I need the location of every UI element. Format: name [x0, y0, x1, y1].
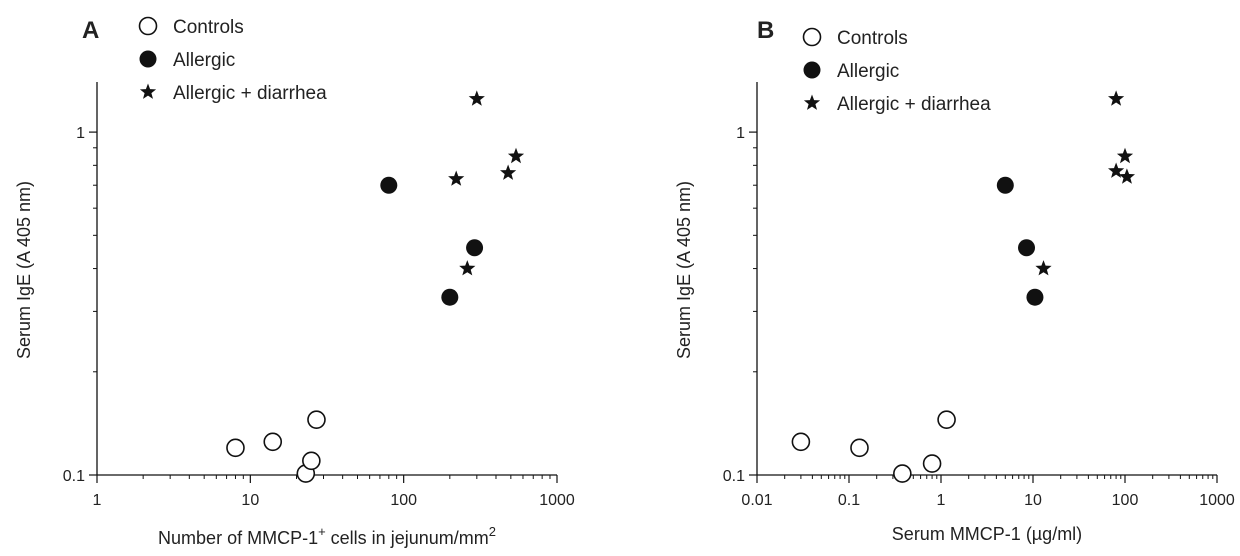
data-point [468, 90, 485, 106]
legend: Controls Allergic Allergic + diarrhea [138, 16, 327, 104]
x-tick-label: 100 [390, 492, 417, 509]
data-point [466, 239, 484, 257]
data-point [226, 438, 245, 458]
legend-marker [803, 94, 821, 110]
data-point [1116, 147, 1134, 164]
data-point [893, 464, 912, 483]
x-axis-label-part: Number of MMCP-1 [158, 528, 318, 548]
data-point [850, 438, 869, 458]
x-axis-label: Number of MMCP-1+ cells in jejunum/mm2 [158, 524, 496, 548]
legend-marker [802, 27, 822, 47]
series-controls [791, 410, 956, 483]
legend-label: Allergic [837, 61, 899, 82]
x-tick-label: 1000 [539, 492, 575, 509]
data-point [1035, 260, 1052, 276]
data-point [1118, 168, 1135, 184]
data-point [791, 432, 811, 452]
x-axis-label-part: + [318, 524, 326, 539]
legend-marker [139, 83, 157, 99]
x-axis-label-part: cells in jejunum/mm [326, 528, 489, 548]
y-axis-label: Serum IgE (A 405 nm) [674, 181, 694, 359]
data-point [507, 147, 525, 164]
data-point [1026, 288, 1044, 306]
panel-label: A [82, 17, 99, 44]
data-point [441, 288, 459, 306]
chart-panel-B: 0.01 0.1 1 10 100 1000 0.1 1 Serum IgE (A 405 nm… [674, 17, 1235, 544]
data-point [937, 410, 956, 429]
series-allergic [996, 176, 1044, 306]
data-point [1108, 162, 1125, 178]
legend-label: Allergic [173, 50, 235, 71]
data-point [1108, 90, 1125, 106]
series-allergic-diarrhea [1035, 90, 1135, 276]
y-axis-label: Serum IgE (A 405 nm) [14, 181, 34, 359]
data-point [302, 451, 321, 471]
panel-label: B [757, 17, 774, 44]
data-point [380, 176, 398, 194]
data-point [307, 410, 326, 429]
x-tick-label: 10 [1024, 492, 1042, 509]
data-point [1018, 239, 1036, 257]
y-tick-label: 1 [736, 125, 745, 142]
series-allergic-diarrhea [448, 90, 525, 276]
data-point [448, 170, 465, 186]
series-allergic [380, 176, 484, 306]
legend-label: Controls [173, 17, 244, 38]
x-tick-label: 100 [1112, 492, 1139, 509]
series-controls [226, 410, 326, 483]
x-axis-label-part: 2 [489, 524, 496, 539]
x-tick-label: 1 [93, 492, 102, 509]
x-tick-label: 0.01 [741, 492, 772, 509]
y-tick-label: 1 [76, 125, 85, 142]
data-point [996, 176, 1014, 194]
legend-marker [803, 61, 821, 79]
x-tick-label: 10 [241, 492, 259, 509]
x-axis-label: Serum MMCP-1 (µg/ml) [892, 524, 1082, 544]
legend-label: Controls [837, 28, 908, 49]
y-tick-label: 0.1 [63, 468, 85, 485]
legend-label: Allergic + diarrhea [173, 83, 327, 104]
data-point [922, 454, 942, 473]
data-point [459, 260, 476, 276]
legend-marker [138, 16, 158, 36]
chart-panel-A: 1 10 100 1000 0.1 1 Serum IgE (A 405 nm) Number… [14, 16, 575, 548]
y-tick-label: 0.1 [723, 468, 745, 485]
legend-label: Allergic + diarrhea [837, 94, 991, 115]
legend: Controls Allergic Allergic + diarrhea [802, 27, 991, 115]
x-tick-label: 1 [937, 492, 946, 509]
x-tick-label: 0.1 [838, 492, 860, 509]
data-point [500, 164, 517, 180]
legend-marker [139, 50, 157, 68]
data-point [263, 432, 283, 452]
x-tick-label: 1000 [1199, 492, 1235, 509]
